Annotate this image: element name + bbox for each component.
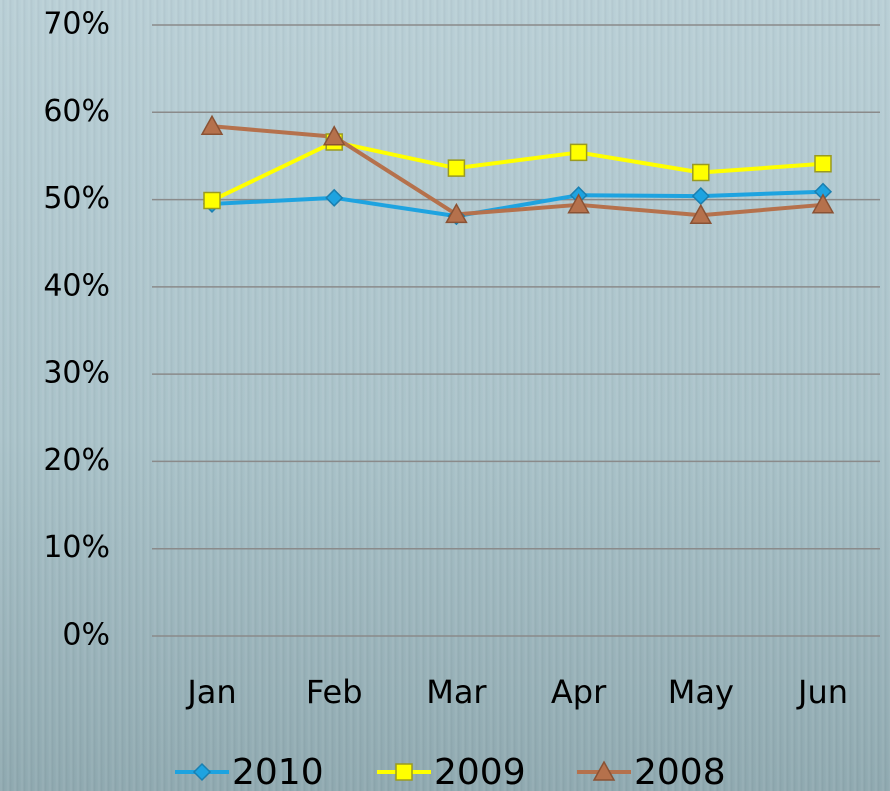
marker [567, 193, 590, 214]
marker [322, 125, 346, 146]
legend-label: 2009 [434, 752, 526, 791]
marker [192, 762, 212, 782]
marker [447, 159, 466, 177]
x-tick-label: Jun [796, 673, 848, 711]
marker [811, 193, 835, 214]
legend-label: 2008 [634, 752, 726, 791]
marker [689, 203, 713, 225]
x-tick-label: Mar [426, 673, 487, 711]
x-tick-label: May [668, 673, 734, 711]
marker [814, 155, 832, 173]
x-tick-label: Apr [551, 673, 607, 711]
y-tick-label: 30% [43, 356, 110, 391]
marker [692, 163, 710, 182]
marker [592, 760, 616, 781]
y-tick-label: 60% [43, 94, 110, 129]
y-tick-label: 0% [62, 618, 110, 653]
marker [569, 143, 588, 162]
legend-item: 2009 [377, 752, 526, 791]
series-line [211, 124, 824, 218]
series-line [211, 139, 824, 203]
legend-item: 2008 [577, 752, 726, 791]
marker [395, 763, 413, 781]
marker [445, 202, 468, 224]
y-tick-label: 50% [43, 181, 110, 216]
legend-item: 2010 [175, 752, 324, 791]
series-line [211, 189, 824, 219]
x-tick-label: Feb [306, 673, 363, 711]
y-tick-label: 40% [43, 268, 110, 303]
x-tick-label: Jan [185, 673, 236, 711]
y-tick-label: 70% [43, 7, 110, 42]
marker [203, 191, 221, 210]
marker [691, 187, 710, 206]
marker [325, 188, 344, 207]
y-tick-label: 10% [43, 530, 110, 565]
legend-label: 2010 [232, 752, 324, 791]
y-tick-label: 20% [43, 443, 110, 478]
marker [200, 114, 224, 136]
